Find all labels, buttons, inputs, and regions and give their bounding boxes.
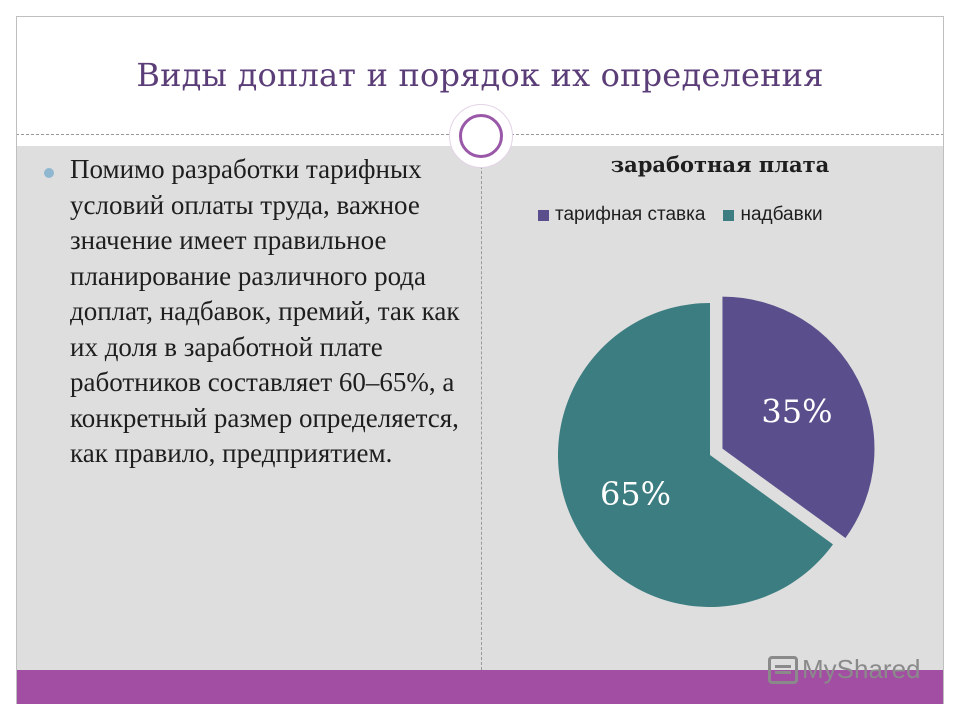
column-divider: [481, 146, 482, 670]
frame-left: [16, 16, 17, 704]
frame-right: [943, 16, 944, 704]
presentation-icon: [768, 655, 798, 684]
bullet-dot: [44, 168, 54, 178]
legend-item-tariff: тарифная ставка: [538, 204, 705, 226]
watermark: MyShared: [768, 654, 921, 685]
pie-label-tariff: 35%: [761, 393, 832, 431]
pie-slice-bonus: [558, 303, 833, 608]
chart-legend: тарифная ставка надбавки: [538, 204, 823, 226]
body-paragraph: Помимо разработки тарифных условий оплат…: [70, 154, 460, 468]
ring-ornament: [449, 104, 513, 168]
legend-item-bonus: надбавки: [723, 204, 823, 226]
watermark-text: MyShared: [802, 654, 921, 684]
footer-bar: [16, 670, 944, 704]
legend-swatch-bonus: [723, 209, 735, 221]
pie-label-bonus: 65%: [600, 475, 671, 513]
legend-swatch-tariff: [538, 209, 549, 221]
legend-label-bonus: надбавки: [740, 204, 823, 225]
pie-slice-tariff: [722, 296, 875, 538]
frame-top: [16, 16, 944, 17]
slide-title: Виды доплат и порядок их определения: [136, 56, 824, 94]
chart-title: заработная плата: [610, 152, 830, 177]
legend-label-tariff: тарифная ставка: [555, 204, 706, 225]
